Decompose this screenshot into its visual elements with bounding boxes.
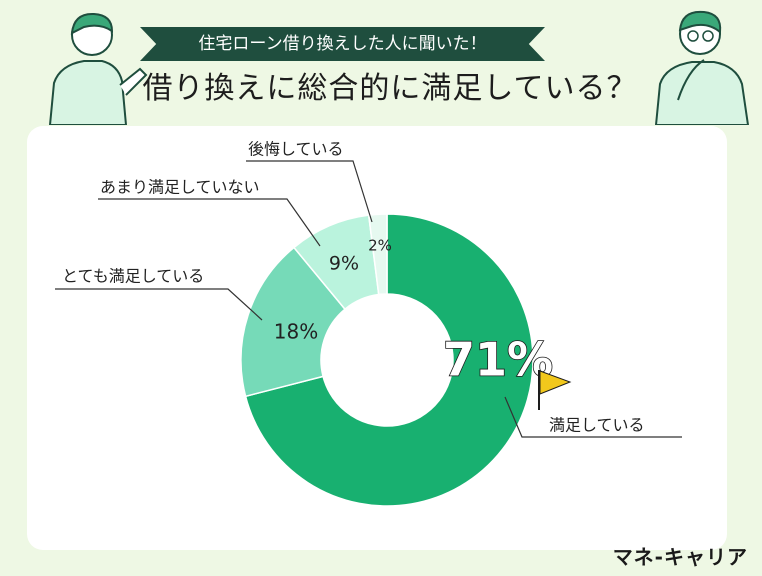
leader-line-2 (55, 288, 263, 321)
value-label-1: 71% (443, 333, 553, 387)
category-label-1: 満足している (549, 416, 645, 435)
category-label-4: 後悔している (248, 140, 344, 159)
leader-line-1 (504, 396, 682, 438)
person-pointing-icon (48, 12, 148, 125)
person-thinking-icon (654, 10, 750, 125)
donut-slice-1 (244, 213, 534, 507)
leader-line-3 (98, 198, 321, 247)
value-label-4: 2% (368, 237, 392, 255)
donut-slice-2 (240, 246, 346, 398)
banner-text: 住宅ローン借り換えした人に聞いた！ (198, 34, 487, 54)
category-label-2: とても満足している (62, 267, 204, 286)
page-title: 借り換えに総合的に満足している？ (142, 71, 638, 106)
brand-logo: マネ-キャリア (612, 545, 748, 569)
flag-icon (538, 370, 572, 410)
leader-line-4 (246, 160, 373, 223)
value-label-2: 18% (274, 320, 318, 344)
donut-slice-4 (367, 213, 388, 296)
category-label-3: あまり満足していない (100, 178, 260, 197)
banner-ribbon (140, 27, 545, 61)
value-label-3: 9% (329, 253, 359, 275)
